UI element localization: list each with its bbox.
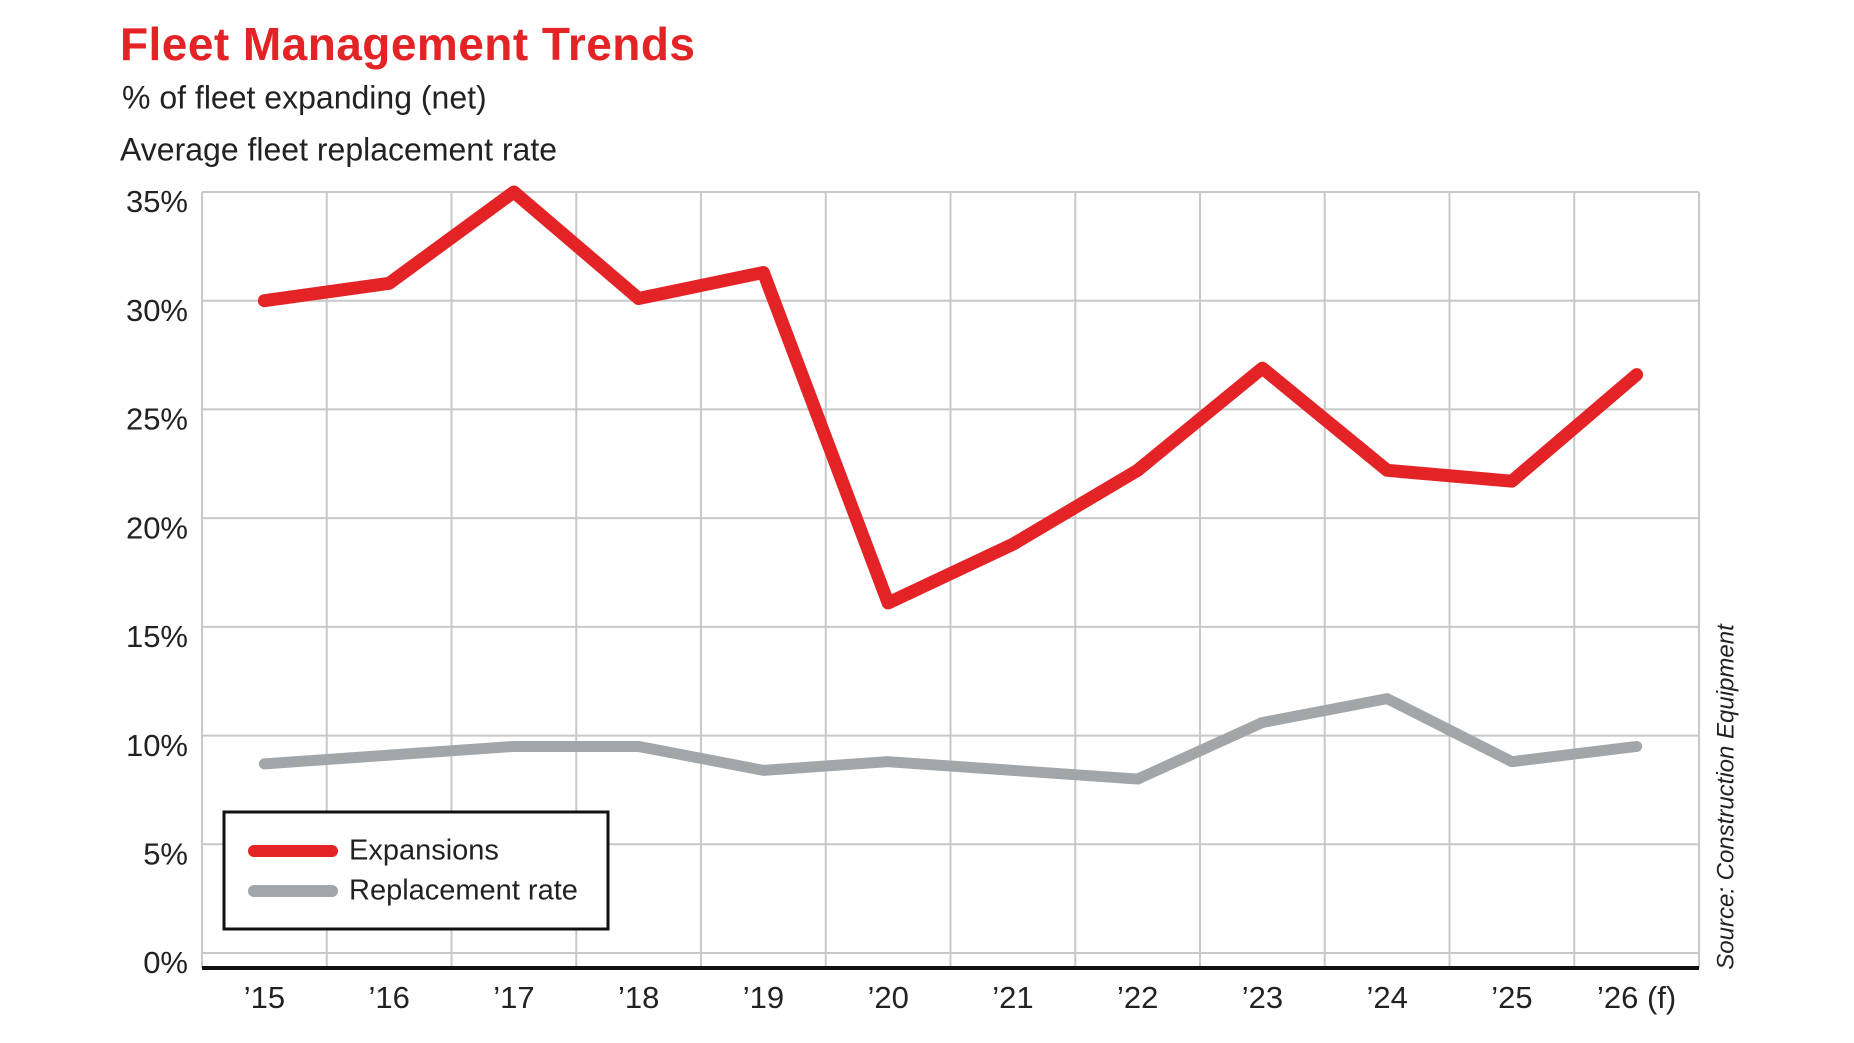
- y-tick-label: 10%: [126, 728, 188, 763]
- x-tick-label: ’21: [992, 980, 1033, 1015]
- x-tick-label: ’22: [1117, 980, 1158, 1015]
- x-tick-label: ’25: [1491, 980, 1532, 1015]
- y-tick-label: 5%: [143, 836, 188, 871]
- x-tick-label: ’20: [867, 980, 908, 1015]
- x-tick-label: ’17: [493, 980, 534, 1015]
- y-tick-label: 30%: [126, 293, 188, 328]
- line-series: [257, 185, 1644, 610]
- legend-label: Replacement rate: [349, 875, 578, 907]
- y-tick-label: 0%: [143, 945, 188, 980]
- subtitle: Average fleet replacement rate: [120, 131, 557, 167]
- x-tick-label: ’16: [368, 980, 409, 1015]
- y-tick-label: 35%: [126, 184, 188, 219]
- line-series: [258, 693, 1643, 785]
- chart-title: Fleet Management Trends: [120, 18, 695, 70]
- x-tick-label: ’19: [743, 980, 784, 1015]
- y-tick-label: 15%: [126, 619, 188, 654]
- subtitle: % of fleet expanding (net): [122, 79, 487, 115]
- x-tick-label: ’15: [244, 980, 285, 1015]
- source: Source: Construction Equipment: [1712, 623, 1739, 970]
- x-tick-label: ’26 (f): [1597, 980, 1676, 1015]
- x-tick-label: ’24: [1366, 980, 1407, 1015]
- legend-box: [222, 810, 610, 931]
- y-tick-label: 20%: [126, 510, 188, 545]
- legend-label: Expansions: [349, 835, 499, 867]
- x-tick-label: ’18: [618, 980, 659, 1015]
- y-tick-label: 25%: [126, 402, 188, 437]
- x-tick-label: ’23: [1242, 980, 1283, 1015]
